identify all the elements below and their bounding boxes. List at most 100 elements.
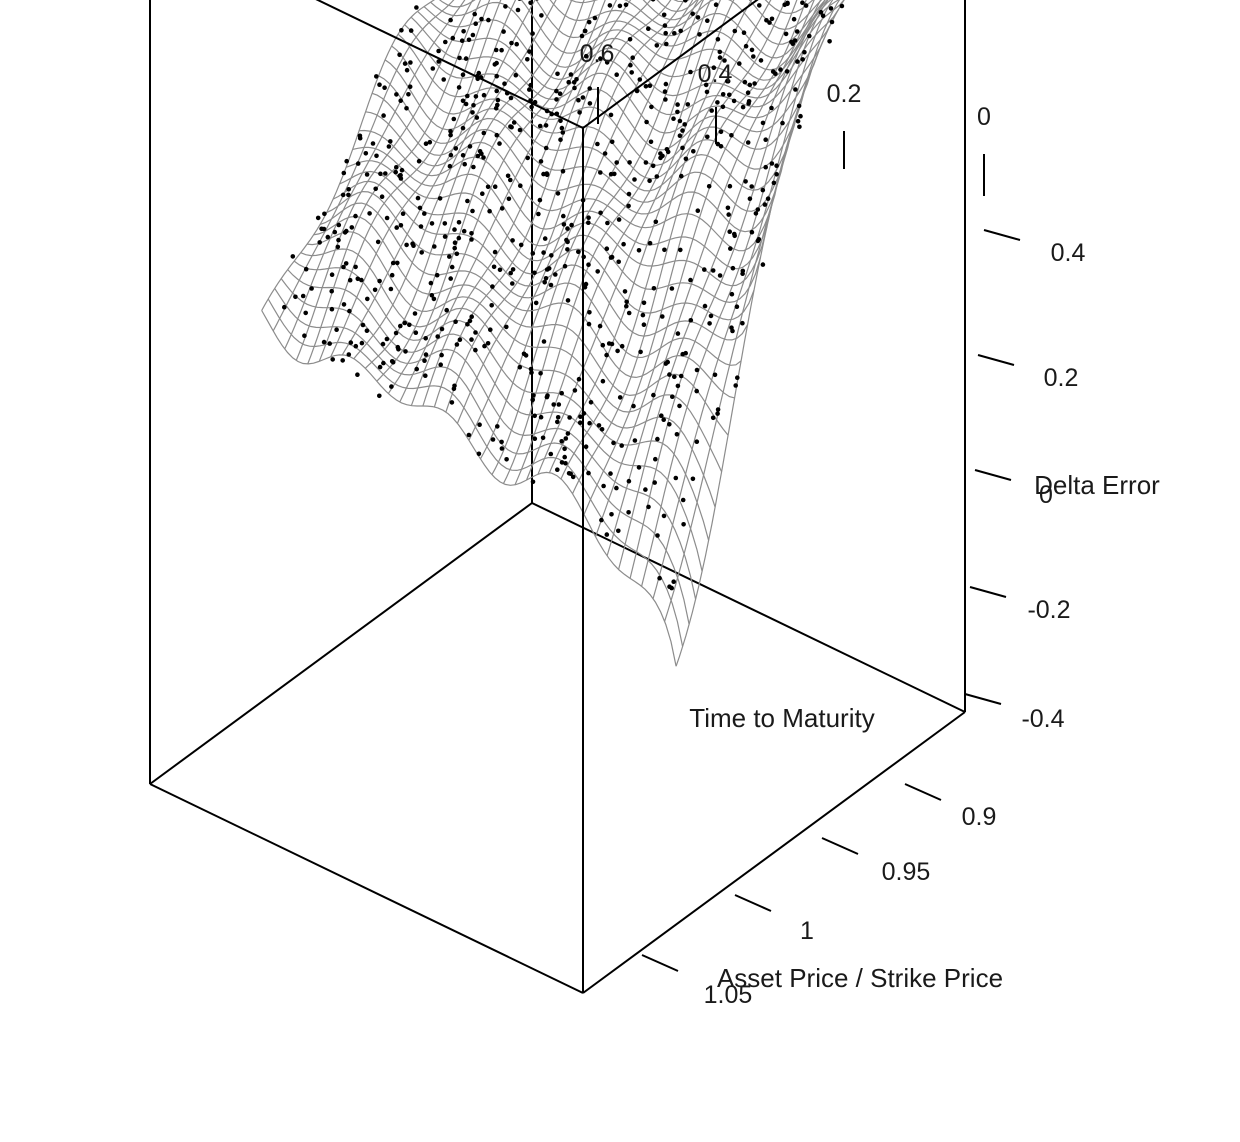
data-point [544,267,550,272]
data-point [583,53,589,59]
data-point [627,37,633,42]
data-point [651,286,657,291]
data-point [423,373,428,379]
data-point [702,303,708,309]
data-point [413,330,419,336]
data-point [576,249,581,255]
data-point [451,386,457,392]
data-point [672,31,677,36]
data-point [677,133,683,138]
data-point [569,222,574,228]
data-point [608,112,614,118]
data-point [713,2,719,8]
data-point [626,510,631,515]
data-point [460,153,466,158]
data-point [474,115,480,120]
data-point [562,446,567,452]
data-point [469,231,474,236]
data-point [715,37,721,42]
data-point [428,280,434,286]
data-point [619,443,624,448]
data-point [614,72,619,77]
time-axis-title: Time to Maturity [689,703,874,733]
data-point [746,101,751,106]
data-point [497,141,502,146]
data-point [557,91,563,96]
data-point [454,342,460,347]
data-point [773,71,778,76]
data-point [578,414,583,420]
data-point [359,277,364,283]
mesh-line-time [675,0,845,667]
data-point [373,186,379,192]
data-point [530,479,536,485]
data-point [476,451,482,457]
data-point [407,322,412,328]
data-point [794,29,800,34]
data-point [537,123,543,129]
data-point [769,161,775,166]
data-point [596,423,602,428]
data-point [353,213,358,219]
delta-tick-label: -0.2 [1027,596,1070,624]
data-point [513,72,519,78]
data-point [541,250,546,255]
data-point [437,196,443,201]
data-point [359,340,365,346]
data-point [648,139,654,145]
data-point [367,211,372,216]
data-point [467,144,473,149]
data-point [600,378,606,384]
data-point [629,70,634,75]
data-point [427,139,433,145]
data-point [399,28,404,33]
data-point [559,390,564,396]
data-point [690,11,695,17]
data-point [670,394,675,400]
data-point [605,220,610,226]
data-point [525,155,530,161]
data-point [694,367,700,373]
data-point [377,278,382,284]
mesh-line-moneyness [293,260,710,541]
data-point [370,141,376,146]
mesh-line-moneyness [319,202,735,399]
data-point [481,130,487,136]
data-point [303,310,309,316]
mesh-line-moneyness [371,92,788,233]
data-point [621,241,626,247]
data-point [485,184,491,190]
data-point [725,205,731,211]
data-point [505,173,511,179]
data-point [518,242,524,248]
mesh-line-moneyness [300,248,716,508]
data-point [537,197,543,203]
data-point [587,101,593,106]
data-point [663,81,669,87]
data-point [677,118,683,124]
data-point [592,15,598,21]
data-point [554,88,559,94]
data-point [340,358,346,363]
data-point [535,0,539,1]
mesh-line-moneyness [365,111,781,252]
data-point [800,0,805,5]
data-point [626,310,632,316]
data-point [661,417,666,423]
data-point [563,461,568,466]
data-point [562,263,568,269]
data-point [533,300,539,306]
data-point [335,244,341,250]
data-point [800,57,805,62]
data-point [730,328,735,334]
mesh-line-moneyness [267,298,684,647]
data-point [611,440,616,446]
data-point [477,422,482,428]
data-point [510,281,515,286]
data-point [690,476,696,482]
data-point [598,56,603,61]
mesh-line-moneyness [345,160,762,304]
delta-axis: 0.4 0.2 0 -0.2 -0.4 Delta Error [964,229,1160,733]
mesh-line-moneyness [326,190,742,366]
data-point [694,388,699,394]
